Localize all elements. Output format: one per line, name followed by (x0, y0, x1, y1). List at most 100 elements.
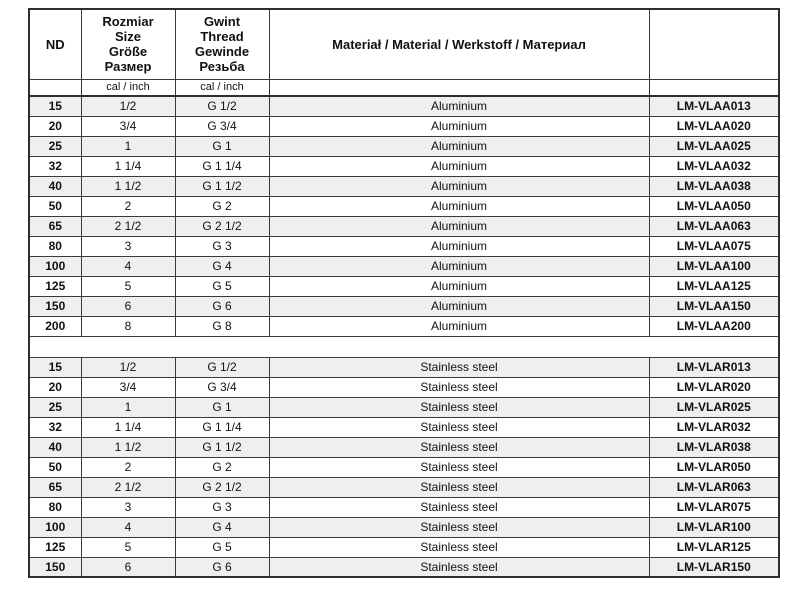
cell-part: LM-VLAA038 (648, 175, 780, 197)
cell-part: LM-VLAR125 (648, 536, 780, 558)
cell-size: 1 (80, 135, 176, 157)
cell-size: 1 (80, 396, 176, 418)
table-header: ND Rozmiar Size Größe Размер Gwint Threa… (28, 8, 780, 97)
cell-thread: G 1/2 (174, 356, 270, 378)
cell-nd: 25 (28, 135, 82, 157)
table-row-aluminium-65: 65 2 1/2 G 2 1/2 Aluminium LM-VLAA063 (28, 215, 780, 237)
table-row-aluminium-20: 20 3/4 G 3/4 Aluminium LM-VLAA020 (28, 115, 780, 137)
cell-thread: G 6 (174, 295, 270, 317)
cell-material: Stainless steel (268, 556, 650, 578)
cell-part: LM-VLAA025 (648, 135, 780, 157)
cell-material: Aluminium (268, 195, 650, 217)
cell-part: LM-VLAR150 (648, 556, 780, 578)
product-table: ND Rozmiar Size Größe Размер Gwint Threa… (28, 8, 780, 578)
cell-material: Stainless steel (268, 396, 650, 418)
table-row-stainless-steel-50: 50 2 G 2 Stainless steel LM-VLAR050 (28, 456, 780, 478)
table-row-aluminium-40: 40 1 1/2 G 1 1/2 Aluminium LM-VLAA038 (28, 175, 780, 197)
table-row-stainless-steel-80: 80 3 G 3 Stainless steel LM-VLAR075 (28, 496, 780, 518)
cell-part: LM-VLAR013 (648, 356, 780, 378)
cell-thread: G 3/4 (174, 115, 270, 137)
cell-thread: G 4 (174, 516, 270, 538)
cell-part: LM-VLAR020 (648, 376, 780, 398)
cell-thread: G 5 (174, 275, 270, 297)
cell-nd: 150 (28, 556, 82, 578)
cell-thread: G 4 (174, 255, 270, 277)
cell-nd: 50 (28, 195, 82, 217)
cell-size: 4 (80, 255, 176, 277)
cell-size: 3 (80, 496, 176, 518)
table-row-aluminium-25: 25 1 G 1 Aluminium LM-VLAA025 (28, 135, 780, 157)
cell-nd: 200 (28, 315, 82, 337)
cell-thread: G 1 1/2 (174, 175, 270, 197)
cell-nd: 100 (28, 516, 82, 538)
cell-part: LM-VLAA200 (648, 315, 780, 337)
table-row-stainless-steel-100: 100 4 G 4 Stainless steel LM-VLAR100 (28, 516, 780, 538)
table-row-aluminium-80: 80 3 G 3 Aluminium LM-VLAA075 (28, 235, 780, 257)
unit-size: cal / inch (80, 78, 176, 97)
cell-material: Stainless steel (268, 536, 650, 558)
cell-size: 2 (80, 456, 176, 478)
cell-nd: 15 (28, 356, 82, 378)
cell-thread: G 2 1/2 (174, 215, 270, 237)
cell-part: LM-VLAA100 (648, 255, 780, 277)
table-body: 15 1/2 G 1/2 Aluminium LM-VLAA013 20 3/4 G 3/4 A… (28, 95, 780, 578)
cell-size: 3 (80, 235, 176, 257)
cell-material: Stainless steel (268, 456, 650, 478)
cell-size: 1 1/2 (80, 436, 176, 458)
cell-material: Stainless steel (268, 356, 650, 378)
cell-thread: G 2 1/2 (174, 476, 270, 498)
cell-nd: 65 (28, 476, 82, 498)
cell-material: Stainless steel (268, 476, 650, 498)
cell-material: Aluminium (268, 255, 650, 277)
cell-thread: G 3 (174, 496, 270, 518)
cell-thread: G 2 (174, 195, 270, 217)
section-spacer-cell (29, 335, 779, 358)
cell-part: LM-VLAR032 (648, 416, 780, 438)
unit-thread: cal / inch (174, 78, 270, 97)
cell-part: LM-VLAR025 (648, 396, 780, 418)
cell-size: 2 1/2 (80, 215, 176, 237)
cell-material: Stainless steel (268, 496, 650, 518)
cell-size: 1/2 (80, 95, 176, 117)
cell-nd: 32 (28, 416, 82, 438)
cell-material: Stainless steel (268, 516, 650, 538)
cell-part: LM-VLAR100 (648, 516, 780, 538)
cell-material: Aluminium (268, 315, 650, 337)
cell-thread: G 6 (174, 556, 270, 578)
table-row-stainless-steel-20: 20 3/4 G 3/4 Stainless steel LM-VLAR020 (28, 376, 780, 398)
cell-part: LM-VLAR038 (648, 436, 780, 458)
cell-nd: 32 (28, 155, 82, 177)
cell-nd: 150 (28, 295, 82, 317)
cell-part: LM-VLAA050 (648, 195, 780, 217)
cell-size: 2 (80, 195, 176, 217)
cell-part: LM-VLAA020 (648, 115, 780, 137)
cell-size: 5 (80, 536, 176, 558)
cell-thread: G 1 (174, 135, 270, 157)
cell-part: LM-VLAR063 (648, 476, 780, 498)
table-row-stainless-steel-15: 15 1/2 G 1/2 Stainless steel LM-VLAR013 (28, 356, 780, 378)
unit-material-empty (268, 78, 650, 97)
cell-size: 3/4 (80, 115, 176, 137)
cell-thread: G 3/4 (174, 376, 270, 398)
cell-material: Aluminium (268, 275, 650, 297)
cell-nd: 100 (28, 255, 82, 277)
cell-part: LM-VLAA075 (648, 235, 780, 257)
cell-thread: G 5 (174, 536, 270, 558)
cell-material: Aluminium (268, 95, 650, 117)
header-thread: Gwint Thread Gewinde Резьба (174, 8, 270, 80)
header-part-number (648, 8, 780, 80)
cell-material: Aluminium (268, 175, 650, 197)
cell-material: Stainless steel (268, 436, 650, 458)
cell-part: LM-VLAR075 (648, 496, 780, 518)
cell-material: Aluminium (268, 235, 650, 257)
header-size: Rozmiar Size Größe Размер (80, 8, 176, 80)
cell-material: Aluminium (268, 115, 650, 137)
cell-size: 1/2 (80, 356, 176, 378)
cell-nd: 80 (28, 496, 82, 518)
table-row-aluminium-100: 100 4 G 4 Aluminium LM-VLAA100 (28, 255, 780, 277)
cell-part: LM-VLAA013 (648, 95, 780, 117)
table-row-stainless-steel-125: 125 5 G 5 Stainless steel LM-VLAR125 (28, 536, 780, 558)
cell-thread: G 8 (174, 315, 270, 337)
table-row-aluminium-200: 200 8 G 8 Aluminium LM-VLAA200 (28, 315, 780, 337)
cell-thread: G 1 1/4 (174, 155, 270, 177)
